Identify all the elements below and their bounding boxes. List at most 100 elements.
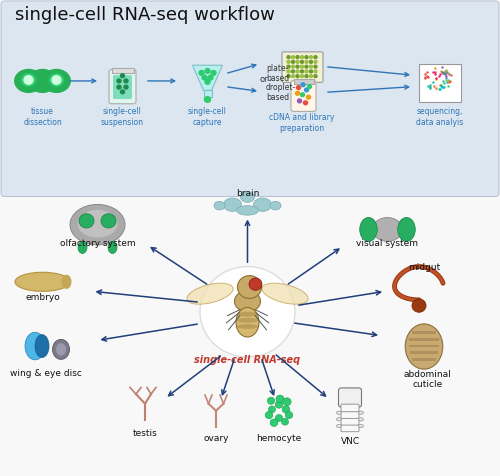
Point	[437, 81, 445, 89]
Ellipse shape	[236, 307, 259, 337]
FancyBboxPatch shape	[282, 52, 323, 82]
Point	[440, 83, 448, 91]
Circle shape	[310, 65, 312, 68]
Bar	[412, 358, 436, 361]
Text: VNC: VNC	[340, 437, 359, 446]
Circle shape	[296, 65, 299, 68]
Circle shape	[275, 401, 283, 408]
Ellipse shape	[50, 74, 64, 86]
Text: midgut: midgut	[408, 263, 440, 272]
Circle shape	[300, 93, 304, 97]
Point	[441, 68, 449, 75]
Point	[442, 72, 450, 79]
Circle shape	[305, 65, 308, 68]
Circle shape	[314, 60, 317, 63]
Circle shape	[310, 56, 312, 59]
Ellipse shape	[52, 339, 70, 359]
Text: plate-
based: plate- based	[266, 64, 289, 83]
Point	[447, 72, 455, 79]
Circle shape	[296, 56, 299, 59]
Text: single-cell RNA-seq: single-cell RNA-seq	[194, 355, 300, 365]
Point	[442, 68, 450, 75]
Bar	[294, 79, 314, 84]
FancyBboxPatch shape	[109, 69, 136, 104]
Point	[426, 81, 434, 89]
Text: visual system: visual system	[356, 239, 418, 248]
Text: hemocyte: hemocyte	[256, 434, 302, 443]
Point	[444, 76, 452, 84]
Ellipse shape	[56, 343, 66, 356]
Point	[442, 69, 450, 77]
Ellipse shape	[336, 425, 342, 427]
Point	[444, 69, 452, 77]
Text: single-cell RNA-seq workflow: single-cell RNA-seq workflow	[15, 6, 275, 24]
Circle shape	[52, 76, 61, 84]
Ellipse shape	[236, 206, 258, 215]
Ellipse shape	[240, 192, 254, 202]
Circle shape	[305, 60, 308, 63]
Point	[423, 68, 431, 76]
Text: brain: brain	[236, 189, 259, 198]
Circle shape	[265, 411, 273, 419]
Point	[430, 82, 438, 89]
Point	[438, 82, 446, 90]
Point	[446, 78, 454, 86]
Circle shape	[306, 95, 310, 99]
Circle shape	[300, 75, 304, 78]
Circle shape	[300, 56, 304, 59]
Point	[430, 70, 438, 78]
Circle shape	[314, 75, 317, 78]
Circle shape	[249, 278, 262, 290]
Circle shape	[276, 395, 284, 403]
Circle shape	[285, 411, 293, 419]
Ellipse shape	[237, 318, 258, 323]
Point	[431, 68, 439, 76]
Circle shape	[304, 101, 308, 105]
Circle shape	[205, 79, 210, 84]
Circle shape	[296, 70, 299, 73]
Circle shape	[305, 56, 308, 59]
Circle shape	[199, 70, 204, 75]
Ellipse shape	[336, 411, 342, 414]
Point	[443, 68, 451, 76]
Point	[444, 82, 452, 89]
Circle shape	[308, 85, 312, 89]
Point	[438, 83, 446, 91]
Point	[426, 84, 434, 91]
Ellipse shape	[70, 205, 125, 245]
Circle shape	[117, 79, 121, 83]
Circle shape	[310, 70, 312, 73]
Point	[439, 77, 447, 84]
Text: droplet-
based: droplet- based	[266, 83, 296, 102]
Ellipse shape	[25, 332, 45, 360]
Ellipse shape	[101, 214, 116, 228]
Circle shape	[301, 83, 305, 87]
Text: single-cell
capture: single-cell capture	[188, 107, 227, 127]
Point	[428, 79, 436, 86]
Ellipse shape	[187, 283, 233, 304]
Ellipse shape	[237, 324, 258, 329]
Polygon shape	[192, 65, 222, 90]
Circle shape	[310, 60, 312, 63]
Text: abdominal
cuticle: abdominal cuticle	[404, 370, 452, 389]
Ellipse shape	[237, 312, 258, 317]
Bar	[419, 64, 461, 102]
Point	[435, 72, 443, 79]
Circle shape	[238, 276, 262, 298]
Text: single-cell
suspension: single-cell suspension	[101, 107, 144, 127]
Point	[442, 78, 450, 86]
Ellipse shape	[214, 201, 225, 210]
Circle shape	[292, 56, 294, 59]
Ellipse shape	[398, 218, 415, 241]
Circle shape	[287, 60, 290, 63]
Circle shape	[287, 56, 290, 59]
Point	[420, 73, 428, 80]
Point	[436, 70, 444, 78]
Bar	[410, 351, 438, 354]
Circle shape	[304, 88, 308, 92]
Point	[446, 77, 454, 84]
Point	[432, 75, 440, 82]
Circle shape	[282, 406, 290, 413]
Ellipse shape	[29, 69, 56, 92]
Circle shape	[270, 419, 278, 426]
